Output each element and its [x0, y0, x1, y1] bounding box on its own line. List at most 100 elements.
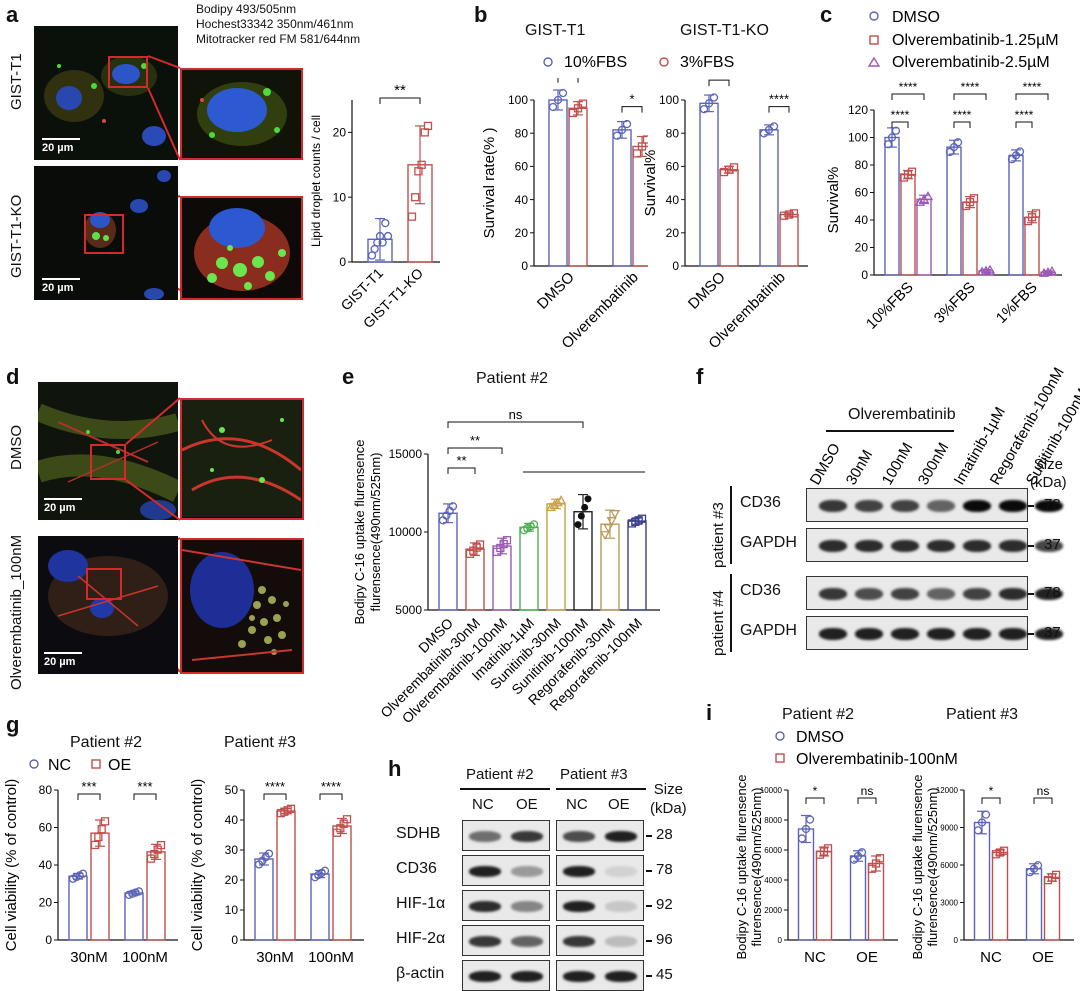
band: [855, 540, 883, 552]
bar-series-1: [1043, 876, 1061, 941]
y-tick-label: 100: [508, 93, 528, 107]
protein-label: HIF-1α: [396, 895, 446, 912]
significance-label: ns: [1037, 784, 1050, 798]
band: [927, 588, 955, 600]
significance-label: **: [456, 453, 466, 468]
bar-regorafenib-100nm: [627, 520, 647, 611]
significance-label: ****: [1015, 108, 1034, 122]
y-tick-label: 0: [521, 259, 528, 273]
panel-g-title-1: Patient #2: [70, 734, 143, 751]
bar-series-0: [1008, 154, 1024, 276]
band: [469, 831, 501, 842]
x-tick-label: DMSO: [685, 269, 729, 313]
band: [469, 901, 501, 912]
y-tick-label: 5000: [395, 603, 422, 617]
chart-i-patient-2: 0 2000 4000 6000 8000 10000 Bodipy C-16 uptake…: [734, 774, 898, 966]
micrograph-gist-t1-ko: 20 µm: [34, 166, 178, 300]
panel-h-label: h: [388, 756, 402, 781]
panel-f-label: f: [696, 364, 704, 389]
bar-series-0: [884, 136, 900, 276]
bar-oe: [332, 825, 352, 941]
panel-b-legend: 10%FBS 3%FBS: [543, 54, 734, 71]
band: [999, 588, 1027, 600]
band: [819, 540, 847, 552]
kda-tick: [1028, 593, 1034, 595]
data-point: [320, 866, 330, 875]
legend-marker-10fbs: [543, 57, 553, 67]
data-point: [612, 131, 622, 140]
lane-label: NC: [472, 796, 494, 813]
panel-e-label: e: [342, 364, 355, 389]
data-point: [603, 524, 614, 534]
kda-label: 78: [1044, 496, 1061, 513]
kda-tick: [1028, 545, 1034, 547]
y-axis-label-line1: Bodipy C-16 uptake flurensence: [910, 774, 925, 959]
panel-c-legend: DMSO Olverembatinib-1.25µM Olverembatini…: [867, 9, 1059, 70]
bar-series-2: [916, 198, 932, 276]
band: [1035, 500, 1063, 512]
lane-label: DMSO: [807, 441, 844, 488]
data-point: [709, 93, 719, 102]
y-tick-label: 80: [666, 126, 680, 140]
kda-label: 37: [1044, 624, 1061, 641]
data-point: [264, 849, 274, 858]
zoom-region-box: [84, 214, 124, 254]
x-tick-label: 3%FBS: [931, 279, 979, 327]
chart-g-patient-2: 0 20 40 60 80 Cell viability (% of control) **…: [3, 779, 178, 966]
legend-text-olv-25: Olverembatinib-2.5µM: [892, 54, 1050, 70]
panel-b-title-2: GIST-T1-KO: [680, 22, 769, 39]
y-tick-label: 0: [778, 936, 783, 945]
data-point: [724, 165, 734, 174]
data-point: [407, 212, 417, 221]
band: [511, 866, 543, 877]
data-point: [887, 133, 897, 142]
legend-text-nc: NC: [48, 757, 71, 774]
kda-tick: [646, 870, 652, 872]
x-tick-label: 30nM: [70, 949, 108, 966]
y-tick-label: 20: [225, 873, 239, 887]
bar-series-1: [962, 201, 978, 276]
y-axis-label-line1: Bodipy C-16 uptake flurensence: [352, 439, 367, 624]
band: [605, 866, 637, 877]
kda-label: 92: [656, 896, 673, 913]
kda-tick: [646, 975, 652, 977]
micrograph-gist-t1-art: [34, 26, 178, 160]
band: [819, 500, 847, 512]
band: [927, 540, 955, 552]
data-point: [981, 810, 991, 819]
band: [963, 500, 991, 512]
significance-bracket: [447, 467, 476, 474]
bar-series-1: [815, 850, 833, 941]
y-tick-label: 6000: [764, 846, 782, 855]
data-point: [558, 88, 568, 98]
kda-tick: [1028, 633, 1034, 635]
band: [963, 588, 991, 600]
band: [927, 500, 955, 512]
y-tick-label: 9000: [940, 823, 958, 832]
data-point: [90, 840, 100, 850]
data-point: [502, 536, 512, 545]
significance-bracket: [708, 79, 730, 87]
legend-bodipy: Bodipy 493/505nm: [196, 2, 297, 16]
significance-bracket: [133, 793, 157, 800]
y-tick-label: 6000: [940, 861, 958, 870]
data-point: [729, 163, 739, 172]
data-point: [875, 854, 885, 863]
y-tick-label: 60: [666, 160, 680, 174]
legend-text-3fbs: 3%FBS: [680, 54, 734, 71]
micrograph-gist-t1-ko-art: [34, 166, 178, 300]
bar-3pctfbs: [568, 107, 588, 267]
zoom-inset-gist-t1: [180, 68, 303, 160]
data-point: [759, 129, 769, 138]
data-point: [801, 824, 811, 834]
data-point: [383, 231, 393, 241]
y-tick-label: 20: [666, 226, 680, 240]
blot-strip: [806, 528, 1063, 562]
size-label: Size (kDa): [650, 781, 687, 817]
bar-nc: [254, 858, 274, 941]
y-tick-label: 0: [672, 259, 679, 273]
bar-series-0: [797, 828, 815, 941]
chart-i-patient-3: 0 3000 6000 9000 12000 Bodipy C-16 uptake flu…: [910, 774, 1074, 966]
significance-label: *: [813, 784, 818, 798]
